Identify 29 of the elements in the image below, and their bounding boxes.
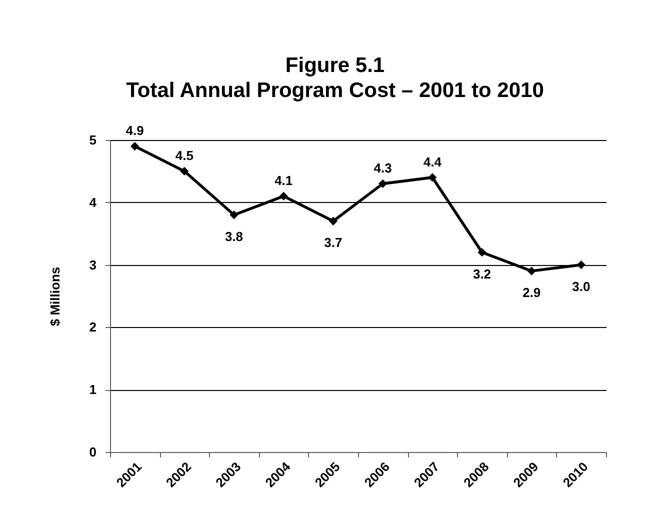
- data-label: 3.0: [572, 278, 590, 294]
- point: [130, 142, 140, 151]
- point: [328, 216, 338, 226]
- data-label: 3.2: [472, 266, 492, 282]
- y-tick-label: 5: [89, 132, 96, 148]
- y-tick-label: 2: [89, 320, 96, 335]
- chart-subtitle: Total Annual Program Cost – 2001 to 2010: [126, 79, 544, 102]
- point: [576, 260, 586, 270]
- data-label: 4.5: [175, 148, 194, 164]
- point: [478, 248, 486, 257]
- y-tick-label: 1: [89, 382, 96, 398]
- point: [279, 192, 288, 200]
- data-label: 2.9: [522, 285, 541, 300]
- data-label: 3.7: [324, 235, 342, 250]
- data-label: 4.3: [374, 160, 392, 176]
- data-label: 3.8: [224, 228, 244, 244]
- point: [428, 173, 437, 182]
- point: [180, 166, 189, 176]
- data-label: 4.1: [274, 173, 293, 188]
- y-tick-label: 3: [89, 257, 96, 272]
- y-tick-label: 4: [89, 194, 98, 210]
- data-label: 4.9: [126, 123, 144, 138]
- point: [230, 210, 238, 220]
- point: [378, 179, 388, 188]
- y-tick-label: 0: [89, 444, 96, 460]
- y-axis-title: $ Millions: [47, 266, 62, 326]
- point: [527, 266, 536, 276]
- data-label: 4.4: [423, 154, 442, 170]
- chart-title: Figure 5.1: [285, 54, 385, 78]
